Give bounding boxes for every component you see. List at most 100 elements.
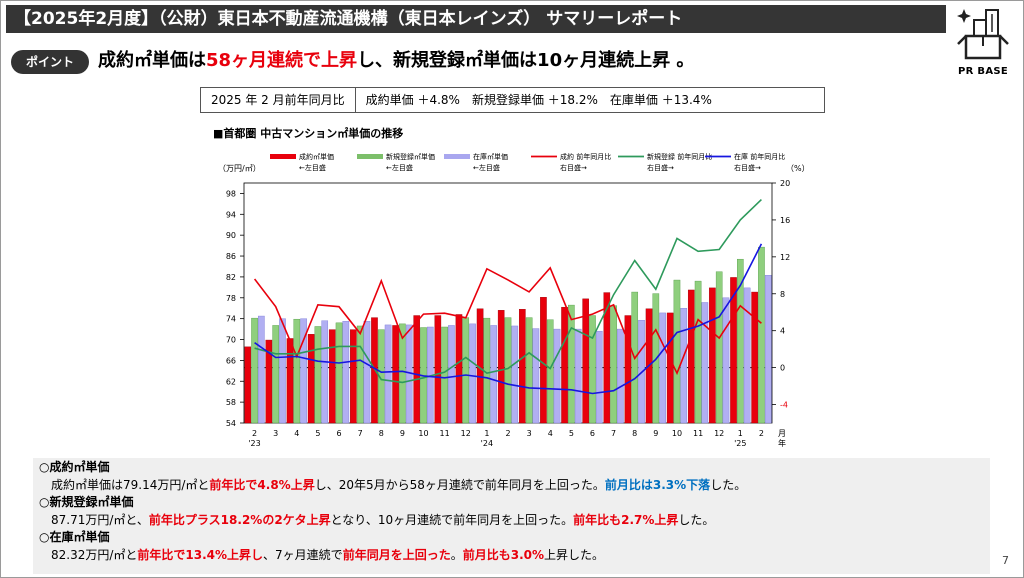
bar-new-listing [314, 326, 322, 424]
note-segment: 前年比プラス18.2%の2ケタ上昇 [148, 512, 331, 527]
stat-contract: 成約単価 ＋4.8% [365, 93, 460, 107]
note-segment: となり、10ヶ月連続で前年同月を上回った。 [330, 512, 574, 527]
bar-inventory [701, 302, 709, 424]
x-tick-label: 8 [379, 429, 384, 438]
x-tick-label: 7 [611, 429, 616, 438]
x-tick-label: 3 [273, 429, 278, 438]
bar-contract [709, 287, 716, 424]
x-tick-label: 12 [461, 429, 471, 438]
note-text: 成約㎡単価は79.14万円/㎡と前年比で4.8%上昇し、20年5月から58ヶ月連… [33, 477, 990, 495]
legend-label: 新規登録 前年同月比 [647, 152, 712, 161]
bar-contract [687, 289, 695, 424]
x-suffix-month: 月 [778, 429, 786, 438]
bar-new-listing [694, 280, 702, 424]
x-tick-label: 10 [418, 429, 428, 438]
bar-contract [751, 291, 758, 424]
point-badge: ポイント [11, 50, 89, 74]
line-inventory-yoy [254, 243, 763, 395]
stat-new-listing: 新規登録単価 ＋18.2% [471, 93, 598, 107]
x-tick-label: 4 [294, 429, 299, 438]
legend-sublabel: ←左目盛 [386, 163, 413, 172]
headline-part-3: し、新規登録㎡単価は10ヶ月連続上昇 。 [357, 50, 695, 71]
stats-values: 成約単価 ＋4.8% 新規登録単価 ＋18.2% 在庫単価 ＋13.4% [356, 88, 824, 112]
x-year-label: '23 [248, 439, 260, 448]
bar-inventory [448, 325, 455, 424]
chart-title: ■首都圏 中古マンション㎡単価の推移 [213, 127, 404, 140]
bar-new-listing [441, 326, 448, 424]
left-tick-label: 86 [226, 252, 236, 261]
stat-inventory: 在庫単価 ＋13.4% [609, 93, 712, 107]
note-segment: 前月比は3.3%下落 [604, 477, 711, 492]
bar-new-listing [483, 317, 491, 424]
bar-contract [603, 292, 611, 424]
x-tick-label: 1 [738, 429, 743, 438]
note-heading: ○新規登録㎡単価 [39, 495, 134, 509]
legend-label: 在庫㎡単価 [473, 152, 508, 161]
bar-new-listing [293, 318, 301, 424]
right-axis-unit: （%） [786, 164, 810, 173]
bar-contract [434, 315, 442, 424]
bar-inventory [659, 312, 666, 424]
right-tick-label: 12 [780, 253, 790, 262]
note-segment: 前年比も2.7%上昇 [573, 512, 679, 527]
x-tick-label: 11 [440, 429, 450, 438]
legend-sublabel: ←左目盛 [299, 163, 326, 172]
bar-contract [265, 339, 273, 424]
bar-inventory [511, 325, 519, 424]
bar-new-listing [737, 258, 744, 424]
bar-contract [666, 312, 674, 424]
bar-contract [307, 334, 315, 424]
note-segment: 。 [450, 547, 463, 562]
bar-new-listing [610, 305, 617, 424]
bar-new-listing [546, 319, 554, 424]
x-tick-label: 2 [505, 429, 510, 438]
note-heading: ○成約㎡単価 [39, 460, 110, 474]
right-tick-label: 8 [780, 290, 785, 299]
bar-new-listing [272, 325, 279, 424]
x-tick-label: 6 [336, 429, 341, 438]
bar-inventory [553, 328, 561, 424]
line-new-listing-yoy [254, 199, 762, 384]
bar-inventory [595, 330, 603, 424]
bar-new-listing [504, 317, 512, 424]
left-tick-label: 94 [226, 210, 236, 219]
note-segment: し、20年5月から58ヶ月連続で前年同月を上回った。 [314, 477, 605, 492]
x-tick-label: 6 [590, 429, 595, 438]
note-segment: 82.32万円/㎡と [51, 547, 138, 562]
note-text: 87.71万円/㎡と、前年比プラス18.2%の2ケタ上昇となり、10ヶ月連続で前… [33, 512, 990, 530]
bar-new-listing [715, 271, 723, 424]
bar-contract [350, 329, 357, 424]
yoy-stats-box: 2025 年 2 月前年同月比 成約単価 ＋4.8% 新規登録単価 ＋18.2%… [200, 87, 825, 113]
bar-new-listing [356, 325, 364, 424]
bar-inventory [490, 325, 497, 424]
price-trend-chart: 989490868278747066625854201612840-4（万円/㎡… [218, 152, 810, 448]
x-tick-label: 9 [400, 429, 405, 438]
x-tick-label: 5 [569, 429, 574, 438]
pr-base-logo: PR BASE [948, 6, 1018, 80]
left-tick-label: 58 [226, 398, 236, 407]
building-box-icon [957, 9, 1009, 60]
bar-new-listing [673, 279, 681, 424]
right-tick-label: 4 [780, 327, 785, 336]
bar-inventory [363, 321, 371, 424]
headline: 成約㎡単価は58ヶ月連続で上昇し、新規登録㎡単価は10ヶ月連続上昇 。 [98, 49, 694, 73]
bar-new-listing [589, 315, 596, 424]
x-tick-label: 8 [632, 429, 637, 438]
legend-swatch-bar [357, 154, 383, 159]
bar-contract [413, 315, 421, 424]
bar-inventory [321, 320, 329, 424]
bar-new-listing [462, 317, 470, 424]
left-axis-unit: （万円/㎡） [218, 164, 261, 173]
left-tick-label: 90 [226, 231, 236, 240]
legend-sublabel: 右目盛→ [734, 163, 761, 172]
bar-contract [286, 338, 294, 424]
left-tick-label: 78 [226, 294, 236, 303]
right-tick-label: 20 [780, 179, 790, 188]
left-tick-label: 66 [226, 356, 236, 365]
bar-contract [392, 325, 399, 424]
bar-contract [455, 314, 463, 424]
x-tick-label: 10 [672, 429, 682, 438]
bar-contract [244, 346, 252, 424]
x-tick-label: 2 [759, 429, 764, 438]
x-tick-label: 5 [315, 429, 320, 438]
